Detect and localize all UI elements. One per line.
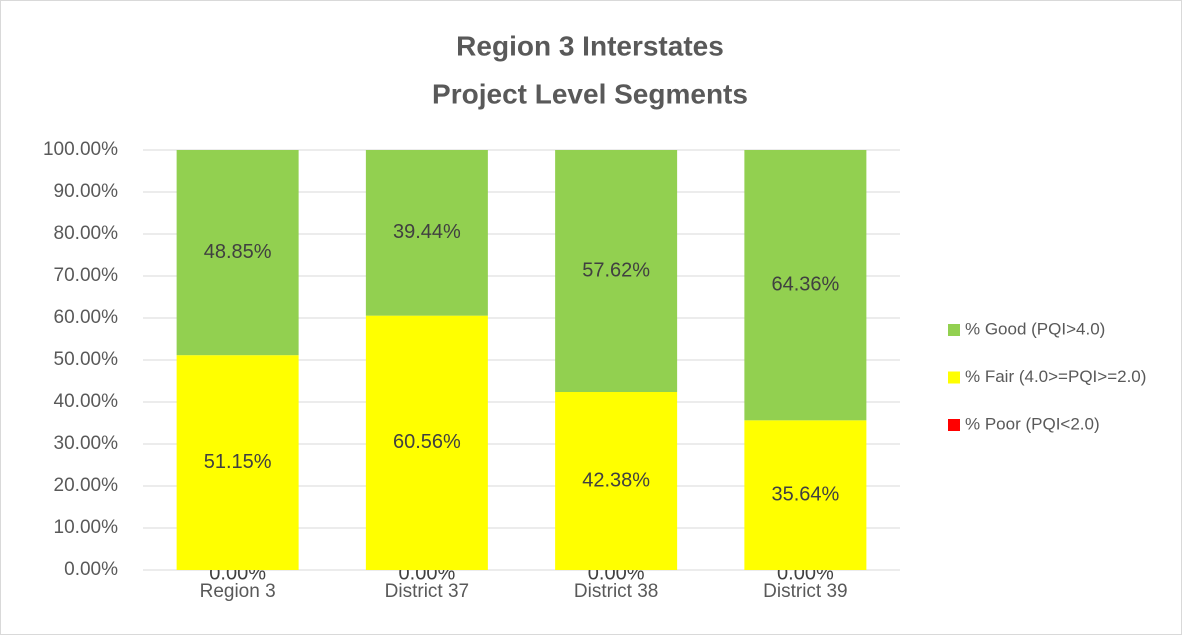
y-tick-label: 80.00% xyxy=(54,223,119,244)
y-tick-label: 90.00% xyxy=(54,181,119,202)
x-tick-label: District 38 xyxy=(574,581,658,602)
y-tick-label: 100.00% xyxy=(43,139,118,160)
data-label: 39.44% xyxy=(393,221,461,243)
data-label: 48.85% xyxy=(204,241,272,263)
bar-segment xyxy=(744,420,867,570)
legend-swatch xyxy=(948,324,960,336)
x-tick-label: Region 3 xyxy=(200,581,276,602)
legend-label: % Good (PQI>4.0) xyxy=(965,319,1105,338)
bar-segment xyxy=(176,150,299,356)
bar-segment xyxy=(365,315,488,570)
y-tick-label: 70.00% xyxy=(54,265,119,286)
chart-title: Project Level Segments xyxy=(432,78,748,109)
legend-label: % Fair (4.0>=PQI>=2.0) xyxy=(965,367,1146,386)
bar-segment xyxy=(555,150,678,393)
y-tick-label: 20.00% xyxy=(54,475,119,496)
chart-title: Region 3 Interstates xyxy=(456,30,724,61)
legend-swatch xyxy=(948,371,960,384)
y-tick-label: 10.00% xyxy=(54,517,119,538)
data-label: 42.38% xyxy=(582,469,650,491)
y-tick-label: 0.00% xyxy=(64,559,118,580)
bar-segment xyxy=(744,150,867,421)
x-tick-label: District 37 xyxy=(385,581,469,602)
data-label: 51.15% xyxy=(204,451,272,473)
x-tick-label: District 39 xyxy=(763,581,847,602)
y-tick-label: 30.00% xyxy=(54,433,119,454)
bar-segment xyxy=(365,150,488,316)
data-label: 64.36% xyxy=(771,273,839,295)
bar-segment xyxy=(555,392,678,570)
y-tick-label: 40.00% xyxy=(54,391,119,412)
y-tick-label: 60.00% xyxy=(54,307,119,328)
data-label: 57.62% xyxy=(582,259,650,281)
data-label: 35.64% xyxy=(771,483,839,505)
legend-label: % Poor (PQI<2.0) xyxy=(965,414,1100,433)
bar-segment xyxy=(176,355,299,570)
legend-swatch xyxy=(948,419,960,431)
y-tick-label: 50.00% xyxy=(54,349,119,370)
data-label: 60.56% xyxy=(393,431,461,453)
